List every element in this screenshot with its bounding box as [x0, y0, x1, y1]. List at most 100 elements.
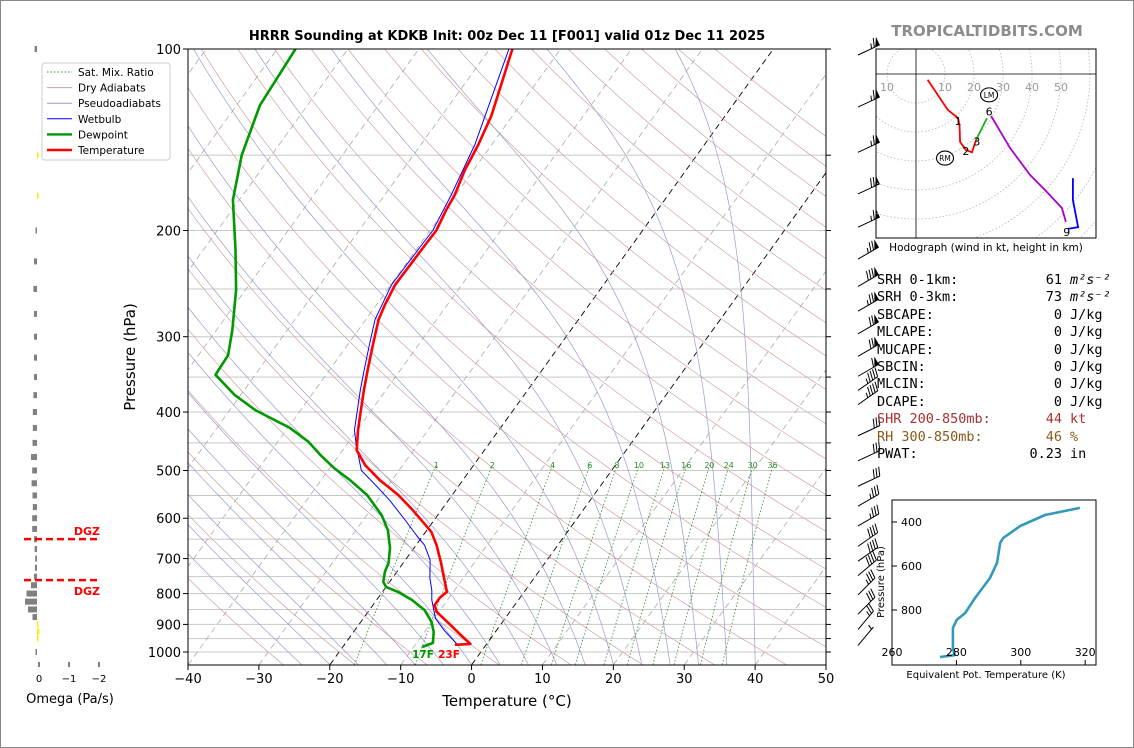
- barb-full: [872, 369, 876, 379]
- dry-adiabat: [200, 49, 826, 608]
- x-tick-label: 30: [676, 672, 693, 687]
- wind-barb: [857, 538, 879, 562]
- omega-tick-label: −2: [92, 674, 107, 685]
- param-value: 0: [1053, 393, 1062, 410]
- y-axis-label: Pressure (hPa): [121, 303, 139, 411]
- omega-bar: [28, 606, 37, 613]
- param-unit: J/kg: [1070, 393, 1103, 410]
- omega-bar: [34, 46, 37, 52]
- surface-temperature-label: 23F: [438, 649, 460, 661]
- hodograph-segment: [990, 115, 1067, 223]
- plot-frame: [187, 48, 827, 666]
- barb-staff: [857, 321, 880, 335]
- omega-bar: [32, 515, 37, 522]
- theta-e-x-label: Equivalent Pot. Temperature (K): [906, 670, 1065, 681]
- param-unit: m²s⁻²: [1070, 289, 1111, 306]
- storm-motion-marker: [935, 150, 955, 166]
- param-unit: m²s⁻²: [1070, 272, 1111, 288]
- x-tick-label: 50: [818, 672, 835, 687]
- hodograph-ring-label: 10: [938, 81, 952, 94]
- x-tick-label: 10: [534, 672, 551, 687]
- legend-label: Wetbulb: [78, 114, 122, 126]
- barb-full: [867, 555, 873, 565]
- pseudoadiabat: [674, 49, 756, 665]
- mixing-ratio-label: 20: [704, 461, 714, 470]
- dry-adiabat: [457, 49, 826, 357]
- dry-adiabat: [494, 49, 826, 324]
- barb-full: [875, 467, 878, 478]
- dry-adiabat: [188, 577, 284, 665]
- barb-half: [868, 624, 872, 630]
- wind-barb: [857, 602, 874, 630]
- wind-barb: [857, 551, 877, 576]
- param-row: SRH 0-3km: 73 m²s⁻²: [877, 289, 1111, 306]
- barb-staff: [857, 343, 880, 357]
- isotherm-line: [188, 49, 349, 272]
- pseudoadiabat: [331, 49, 671, 665]
- omega-bar: [34, 564, 37, 571]
- barb-staff: [857, 475, 880, 487]
- isotherm-line: [188, 49, 278, 174]
- param-label: SBCAPE:: [877, 306, 934, 323]
- omega-bar: [34, 546, 37, 553]
- barb-full: [872, 383, 876, 393]
- omega-bar: [32, 492, 37, 499]
- param-row: MLCIN: 0 J/kg: [877, 376, 1111, 393]
- barb-flag: [874, 291, 879, 302]
- wind-barb: [857, 416, 881, 437]
- param-unit: in: [1070, 445, 1087, 462]
- omega-bar: [32, 614, 37, 621]
- param-row: MUCAPE: 0 J/kg: [877, 342, 1111, 359]
- omega-bar: [25, 598, 37, 605]
- param-value: 0: [1053, 306, 1062, 323]
- dry-adiabat: [384, 49, 826, 425]
- param-label: MUCAPE:: [877, 341, 934, 358]
- dry-adiabat: [274, 49, 826, 532]
- param-label: PWAT:: [877, 445, 918, 462]
- hodograph-ring-label: 30: [996, 81, 1010, 94]
- legend-label: Sat. Mix. Ratio: [78, 67, 154, 79]
- hodograph-height-label: 3: [973, 135, 980, 148]
- barb-full: [867, 543, 871, 553]
- barb-full: [871, 507, 875, 518]
- barb-half: [866, 300, 869, 306]
- barb-full: [872, 135, 875, 145]
- mixing-ratio-label: 4: [550, 461, 555, 470]
- omega-bar: [34, 333, 37, 340]
- omega-tick-label: 0: [36, 674, 42, 685]
- wind-barb: [857, 336, 880, 357]
- mixing-ratio-line: [673, 465, 730, 665]
- mixing-ratio-line: [603, 465, 666, 665]
- barb-flag: [874, 266, 879, 277]
- pseudoadiabat: [427, 49, 699, 665]
- param-label: SHR 200-850mb:: [877, 411, 991, 428]
- param-row: SRH 0-1km: 61 m²s⁻²: [877, 272, 1111, 289]
- omega-bar: [34, 310, 37, 317]
- barb-full: [869, 385, 874, 395]
- hodograph-segment: [975, 117, 988, 141]
- y-tick-label: 700: [156, 553, 181, 568]
- omega-bar: [32, 467, 37, 474]
- barb-full: [872, 539, 876, 550]
- barb-full: [867, 372, 871, 382]
- legend-label: Dewpoint: [78, 129, 128, 141]
- mixing-ratio-line: [354, 465, 437, 665]
- legend-box: [41, 62, 171, 161]
- barb-full: [870, 178, 873, 188]
- isotherm-line: [188, 49, 491, 469]
- theta-e-y-tick-label: 400: [901, 516, 922, 529]
- param-value: 0: [1053, 358, 1062, 375]
- dry-adiabat: [188, 147, 787, 665]
- barb-half: [865, 579, 870, 585]
- pseudoadiabat: [188, 553, 302, 665]
- hodograph-segment: [926, 79, 959, 119]
- barb-full: [869, 526, 874, 537]
- barb-half: [866, 247, 869, 254]
- barb-full: [872, 176, 875, 187]
- omega-bar: [37, 192, 39, 199]
- wind-barb: [857, 314, 880, 335]
- barb-full: [871, 240, 875, 251]
- theta-e-y-tick-label: 600: [901, 560, 922, 573]
- omega-bar: [34, 354, 37, 361]
- barb-full: [878, 441, 881, 451]
